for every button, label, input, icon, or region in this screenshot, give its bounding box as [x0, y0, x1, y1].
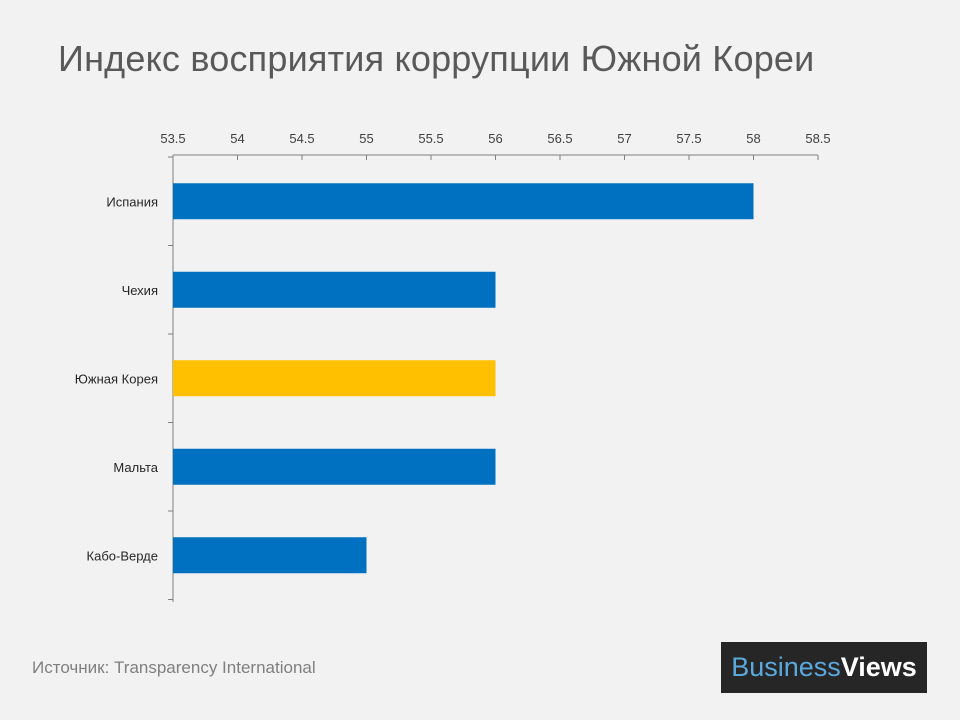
category-label: Кабо-Верде	[87, 548, 158, 563]
x-tick-label: 55.5	[418, 131, 443, 146]
source-label: Источник:	[32, 658, 110, 677]
x-tick-label: 57.5	[676, 131, 701, 146]
x-tick-label: 55	[359, 131, 373, 146]
x-tick-label: 57	[617, 131, 631, 146]
chart-title: Индекс восприятия коррупции Южной Кореи	[58, 38, 815, 79]
x-tick-label: 58.5	[805, 131, 830, 146]
x-tick-label: 53.5	[160, 131, 185, 146]
logo-part-views: Views	[840, 652, 917, 682]
logo-part-business: Business	[731, 652, 841, 682]
category-label: Южная Корея	[75, 371, 158, 386]
bar	[173, 360, 496, 397]
category-label: Мальта	[113, 460, 158, 475]
bar	[173, 183, 754, 220]
bar	[173, 448, 496, 485]
x-tick-label: 56	[488, 131, 502, 146]
x-tick-label: 56.5	[547, 131, 572, 146]
source-text: Transparency International	[114, 658, 316, 677]
source-note: Источник: Transparency International	[32, 658, 316, 678]
businessviews-logo: Business Views	[721, 642, 927, 693]
bar	[173, 537, 367, 574]
category-label: Чехия	[122, 283, 158, 298]
category-label: Испания	[106, 194, 158, 209]
x-tick-label: 54.5	[289, 131, 314, 146]
x-tick-label: 58	[746, 131, 760, 146]
x-tick-label: 54	[230, 131, 244, 146]
bar	[173, 271, 496, 308]
